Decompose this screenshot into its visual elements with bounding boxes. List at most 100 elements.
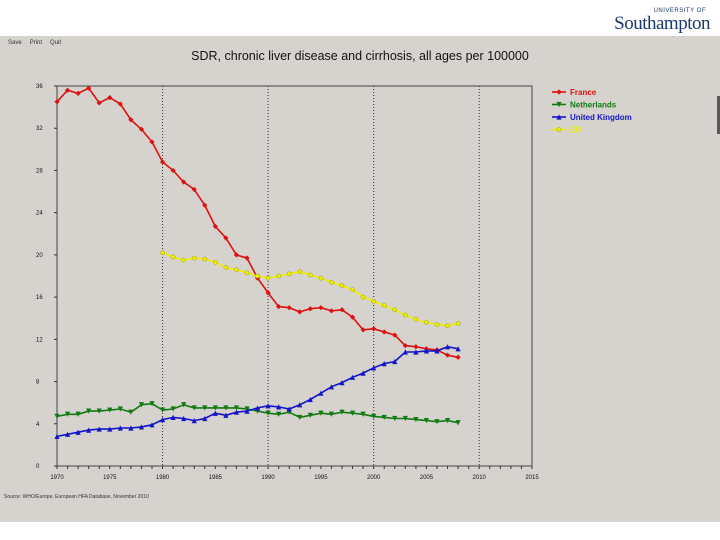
data-point bbox=[128, 409, 134, 415]
data-point bbox=[255, 273, 260, 279]
data-point bbox=[181, 179, 187, 185]
data-point bbox=[212, 259, 218, 265]
data-point bbox=[202, 202, 208, 208]
logo-name: Southampton bbox=[614, 13, 710, 34]
data-point bbox=[328, 411, 335, 417]
data-point bbox=[138, 126, 145, 132]
data-point bbox=[128, 117, 134, 123]
data-point bbox=[159, 416, 166, 423]
data-point bbox=[297, 269, 303, 275]
data-point bbox=[349, 374, 356, 380]
y-tick-label: 28 bbox=[36, 168, 43, 174]
data-point bbox=[402, 343, 408, 349]
data-point bbox=[297, 402, 303, 408]
x-tick-label: 1980 bbox=[156, 475, 170, 481]
data-point bbox=[360, 411, 366, 417]
data-point bbox=[360, 294, 366, 300]
data-point bbox=[223, 235, 229, 241]
data-point bbox=[402, 312, 408, 318]
data-point bbox=[212, 223, 218, 229]
data-point bbox=[318, 390, 324, 396]
data-point bbox=[381, 414, 387, 421]
x-tick-label: 1975 bbox=[103, 475, 117, 481]
y-tick-label: 4 bbox=[36, 422, 40, 428]
data-point bbox=[297, 414, 303, 421]
data-point bbox=[233, 409, 240, 415]
data-point bbox=[392, 358, 398, 365]
data-point bbox=[244, 408, 250, 414]
data-point bbox=[455, 321, 461, 326]
menu-print[interactable]: Print bbox=[29, 40, 43, 46]
data-point bbox=[96, 408, 102, 414]
data-point bbox=[423, 348, 430, 354]
data-point bbox=[286, 305, 292, 311]
data-point bbox=[392, 307, 398, 313]
data-point bbox=[307, 396, 313, 403]
data-point bbox=[64, 87, 71, 93]
y-tick-label: 16 bbox=[36, 295, 43, 301]
data-point bbox=[170, 414, 176, 421]
data-point bbox=[318, 275, 324, 281]
data-point bbox=[181, 402, 187, 408]
panel-scrollbar[interactable] bbox=[717, 96, 720, 134]
plot-frame bbox=[56, 85, 533, 467]
data-point bbox=[191, 186, 197, 193]
data-point bbox=[286, 406, 292, 412]
data-point bbox=[413, 349, 419, 355]
y-tick-label: 12 bbox=[36, 337, 43, 343]
data-point bbox=[159, 407, 166, 413]
menu-quit[interactable]: Quit bbox=[50, 40, 62, 46]
data-point bbox=[64, 411, 71, 417]
data-point bbox=[75, 90, 81, 96]
data-point bbox=[117, 406, 123, 412]
data-point bbox=[181, 415, 187, 422]
data-point bbox=[556, 127, 562, 132]
data-point bbox=[107, 95, 113, 101]
data-point bbox=[423, 418, 430, 424]
data-point bbox=[371, 365, 377, 371]
data-point bbox=[265, 403, 271, 409]
data-point bbox=[424, 320, 429, 325]
data-point bbox=[96, 426, 102, 432]
data-point bbox=[149, 401, 155, 407]
data-point bbox=[223, 405, 229, 411]
data-point bbox=[307, 412, 313, 418]
data-point bbox=[329, 279, 334, 285]
data-point bbox=[371, 413, 377, 419]
data-point bbox=[371, 298, 377, 304]
menu-save[interactable]: Save bbox=[8, 40, 22, 46]
data-point bbox=[556, 101, 562, 108]
data-point bbox=[107, 407, 113, 413]
y-tick-label: 20 bbox=[36, 253, 43, 259]
data-point bbox=[107, 426, 113, 432]
data-point bbox=[233, 405, 240, 411]
data-point bbox=[223, 265, 229, 270]
data-point bbox=[254, 405, 261, 411]
data-point bbox=[328, 308, 335, 314]
data-point bbox=[339, 380, 345, 386]
data-point bbox=[75, 411, 81, 417]
data-point bbox=[444, 352, 451, 358]
data-point bbox=[455, 346, 461, 352]
x-tick-label: 1995 bbox=[314, 475, 328, 481]
data-point bbox=[244, 270, 250, 276]
data-point bbox=[413, 416, 419, 423]
data-point bbox=[381, 329, 387, 335]
data-point bbox=[191, 418, 197, 424]
series-eu bbox=[160, 250, 461, 328]
data-point bbox=[349, 314, 356, 320]
data-point bbox=[444, 344, 451, 350]
data-point bbox=[191, 405, 197, 411]
data-point bbox=[402, 415, 408, 422]
data-point bbox=[297, 309, 303, 315]
data-point bbox=[191, 255, 197, 261]
data-point bbox=[159, 159, 166, 165]
y-tick-label: 32 bbox=[36, 126, 43, 132]
data-point bbox=[339, 307, 345, 313]
data-point bbox=[339, 283, 345, 288]
x-tick-label: 2000 bbox=[367, 475, 381, 481]
data-point bbox=[54, 433, 60, 440]
data-point bbox=[445, 323, 450, 328]
data-point bbox=[413, 344, 419, 350]
x-tick-label: 1990 bbox=[261, 475, 275, 481]
